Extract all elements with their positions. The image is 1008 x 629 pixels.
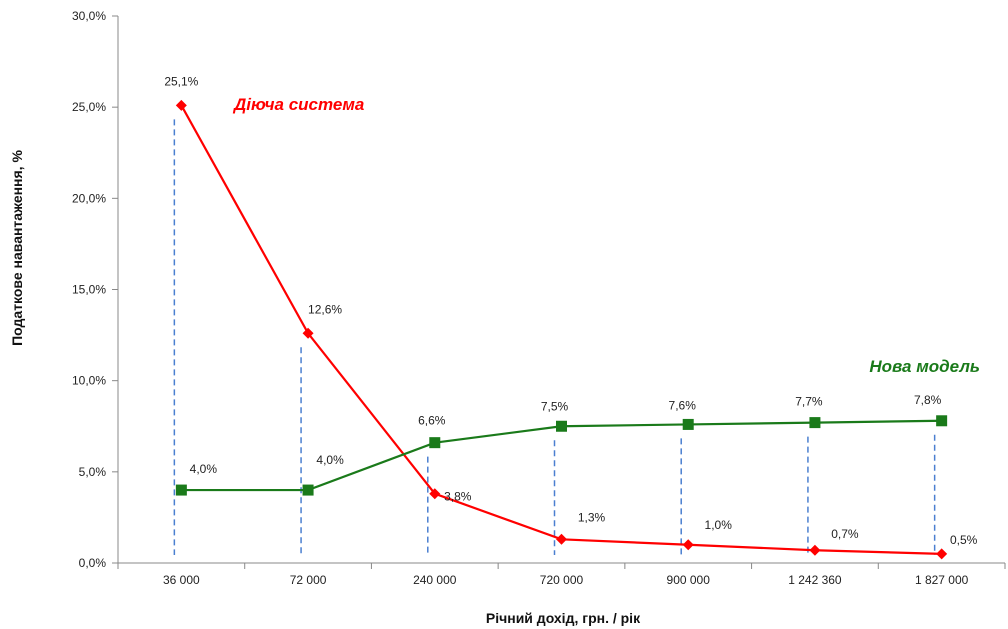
- x-tick-label: 720 000: [540, 573, 584, 587]
- y-tick-label: 15,0%: [72, 283, 106, 297]
- point-marker-square: [682, 418, 694, 430]
- point-marker-square: [302, 484, 314, 496]
- point-marker-square: [809, 417, 821, 429]
- x-ticks: 36 000 72 000 240 000 720 000 900 000 1 242 3…: [117, 563, 1006, 587]
- point-marker-diamond: [429, 488, 441, 500]
- data-label: 4,0%: [316, 453, 344, 467]
- series-layer: [175, 99, 948, 560]
- data-label: 3,8%: [444, 490, 472, 504]
- point-marker-diamond: [809, 544, 821, 556]
- data-labels: 25,1% 12,6% 3,8% 1,3% 1,0% 0,7% 0,5% 4,0% 4,0% 6,…: [164, 74, 977, 547]
- point-marker-diamond: [302, 327, 314, 339]
- point-marker-square: [175, 484, 187, 496]
- data-label: 1,0%: [705, 518, 733, 532]
- series-name-nova-model: Нова модель: [869, 357, 980, 376]
- point-marker-diamond: [556, 533, 567, 545]
- y-tick-label: 0,0%: [79, 556, 107, 570]
- data-label: 0,5%: [950, 533, 978, 547]
- point-marker-diamond: [682, 539, 694, 551]
- series-line-0: [180, 104, 942, 555]
- y-tick-label: 25,0%: [72, 100, 106, 114]
- series-name-diiucha-systema: Діюча система: [232, 95, 364, 114]
- data-label: 7,6%: [669, 398, 697, 412]
- data-label: 4,0%: [190, 462, 218, 476]
- y-axis-title: Податкове навантаження, %: [9, 150, 25, 346]
- point-marker-diamond: [175, 99, 187, 111]
- data-label: 7,8%: [914, 393, 942, 407]
- point-marker-square: [556, 420, 567, 432]
- y-tick-label: 10,0%: [72, 374, 106, 388]
- x-tick-label: 36 000: [163, 573, 200, 587]
- y-tick-label: 5,0%: [79, 465, 107, 479]
- data-label: 0,7%: [831, 527, 859, 541]
- x-tick-label: 900 000: [667, 573, 711, 587]
- data-label: 1,3%: [578, 510, 606, 524]
- data-label: 25,1%: [164, 74, 198, 88]
- data-label: 7,5%: [541, 399, 569, 413]
- point-marker-diamond: [936, 548, 948, 560]
- x-tick-label: 72 000: [290, 573, 327, 587]
- y-tick-label: 30,0%: [72, 9, 106, 23]
- point-marker-square: [429, 437, 441, 449]
- x-tick-label: 1 242 360: [788, 573, 842, 587]
- data-label: 12,6%: [308, 302, 342, 316]
- y-tick-label: 20,0%: [72, 191, 106, 205]
- data-label: 6,6%: [418, 414, 446, 428]
- x-tick-label: 240 000: [413, 573, 457, 587]
- x-tick-label: 1 827 000: [915, 573, 969, 587]
- data-label: 7,7%: [795, 395, 823, 409]
- y-ticks: 0,0% 5,0% 10,0% 15,0% 20,0% 25,0% 30,0%: [72, 9, 118, 570]
- x-axis-title: Річний дохід, грн. / рік: [486, 610, 641, 626]
- point-marker-square: [936, 415, 948, 427]
